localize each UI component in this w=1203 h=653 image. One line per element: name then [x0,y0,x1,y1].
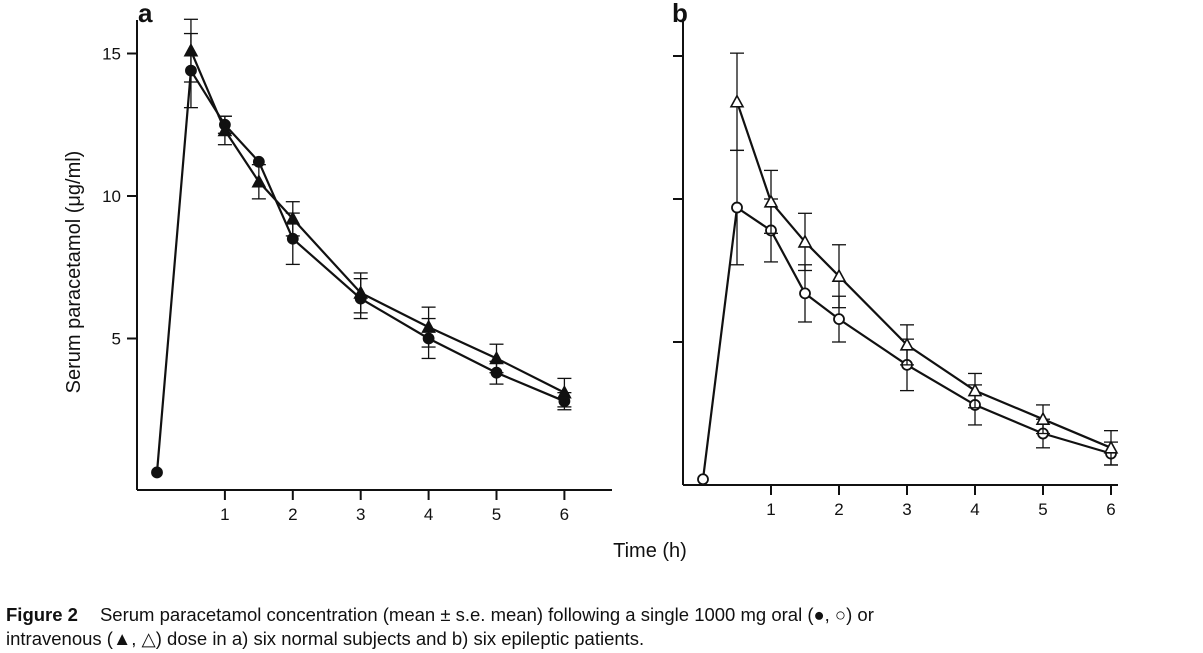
panel-a-series-filled-triangle-point [421,319,436,333]
panel-b-series-open-circle-point [799,287,811,300]
panel-b-series-open-triangle-point [1035,411,1051,426]
panel-a-y-tick-label: 15 [102,45,121,64]
panel-b-series-open-triangle-point [831,268,847,283]
panel-a-series-filled-triangle-point [217,122,233,137]
panel-b-series-open-triangle-line [735,101,1112,449]
panel-b-series-open-circle-point [697,473,709,486]
panel-a-series-filled-triangle-point [489,350,504,365]
panel-a-series-filled-triangle-point [251,174,267,188]
panel-b-series-open-triangle-point [729,94,745,108]
panel-a-x-tick-label: 3 [356,505,365,524]
panel-b-series-open-triangle-point [899,337,915,351]
figure-caption: Figure 2 Serum paracetamol concentration … [6,603,1201,651]
panel-a-series-filled-circle-line [155,67,565,473]
panel-a: a 1 2 3 4 5 6 5 10 15 [102,0,612,524]
caption-line-1: Figure 2 Serum paracetamol concentration … [6,603,1201,627]
panel-b-label: b [672,0,688,28]
panel-a-y-tick-label: 5 [112,330,121,349]
panel-b-x-tick-label: 5 [1038,500,1047,519]
figure-charts: Serum paracetamol (μg/ml) Time (h) a 1 2 3 4… [63,0,1119,562]
panel-b-series-open-triangle-point [763,194,779,208]
panel-a-y-tick-label: 10 [102,187,121,206]
panel-b-series-open-circle-point [731,201,743,214]
panel-a-series-filled-circle-point [151,466,163,479]
x-axis-title: Time (h) [613,540,687,562]
panel-a-x-tick-label: 5 [492,505,501,524]
panel-b-x-tick-label: 4 [970,500,979,519]
panel-b-series-open-circle-point [833,313,845,326]
panel-a-x-tick-label: 4 [424,505,433,524]
panel-a-x-tick-label: 6 [560,505,569,524]
panel-b-x-tick-label: 6 [1106,500,1115,519]
y-axis-title: Serum paracetamol (μg/ml) [63,151,85,394]
panel-b-series-open-triangle-point [967,382,983,397]
panel-a-series-filled-triangle-line [189,50,565,394]
panel-a-series-filled-triangle-point [183,42,199,57]
figure-number: Figure 2 [6,604,78,625]
caption-text-line-2: intravenous (▲, △) dose in a) six normal… [6,628,645,649]
panel-b-series-open-triangle-point [1103,440,1119,454]
panel-b-series-open-triangle-point [797,234,813,248]
panel-a-x-tick-label: 2 [288,505,297,524]
panel-a-series-filled-triangle-point [353,285,369,299]
panel-b-x-tick-label: 2 [834,500,843,519]
panel-a-x-tick-label: 1 [220,505,229,524]
panel-a-series-filled-triangle-point [285,211,301,225]
panel-b: b 1 2 3 4 5 6 [672,0,1119,519]
panel-b-x-tick-label: 1 [766,500,775,519]
caption-text-line-1: Serum paracetamol concentration (mean ± … [99,604,874,625]
panel-b-x-tick-label: 3 [902,500,911,519]
panel-a-label: a [138,0,153,28]
panel-a-series-filled-triangle-point [557,384,572,399]
